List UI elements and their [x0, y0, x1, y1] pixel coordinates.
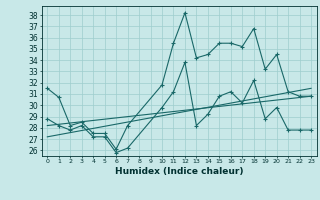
X-axis label: Humidex (Indice chaleur): Humidex (Indice chaleur) [115, 167, 244, 176]
